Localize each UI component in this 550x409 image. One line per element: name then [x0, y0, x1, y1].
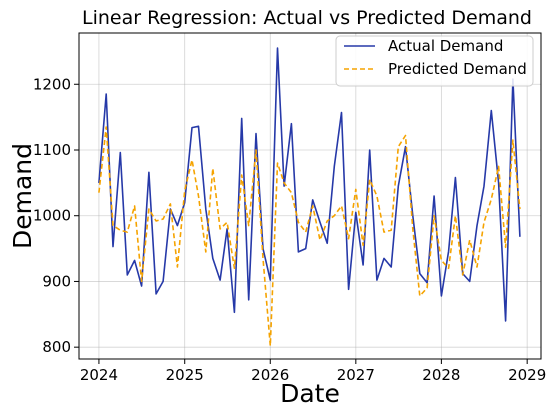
- x-tick-label: 2026: [251, 366, 289, 384]
- plot-frame: [78, 32, 542, 360]
- legend-label-predicted: Predicted Demand: [388, 60, 527, 78]
- x-tick-label: 2029: [508, 366, 546, 384]
- legend: Actual Demand Predicted Demand: [335, 35, 534, 87]
- x-tick-label: 2027: [337, 366, 375, 384]
- legend-label-actual: Actual Demand: [388, 37, 503, 55]
- series-line-actual-demand: [98, 47, 521, 322]
- chart-title: Linear Regression: Actual vs Predicted D…: [82, 7, 532, 29]
- y-tick-label: 900: [42, 272, 71, 290]
- x-tick-label: 2028: [422, 366, 460, 384]
- y-tick-label: 1100: [33, 141, 71, 159]
- x-tick-label: 2025: [166, 366, 204, 384]
- legend-box: [335, 35, 534, 87]
- x-tick-label: 2024: [80, 366, 118, 384]
- tick-layer: 2024 2025 2026 2027 2028 2029 800 900 1000 1100 12…: [33, 75, 546, 384]
- series-line-predicted-demand: [98, 126, 521, 347]
- x-axis-label: Date: [280, 379, 340, 408]
- series-layer: [98, 47, 521, 347]
- y-tick-label: 800: [42, 338, 71, 356]
- y-tick-label: 1200: [33, 75, 71, 93]
- y-tick-label: 1000: [33, 207, 71, 225]
- y-axis-label: Demand: [8, 143, 37, 249]
